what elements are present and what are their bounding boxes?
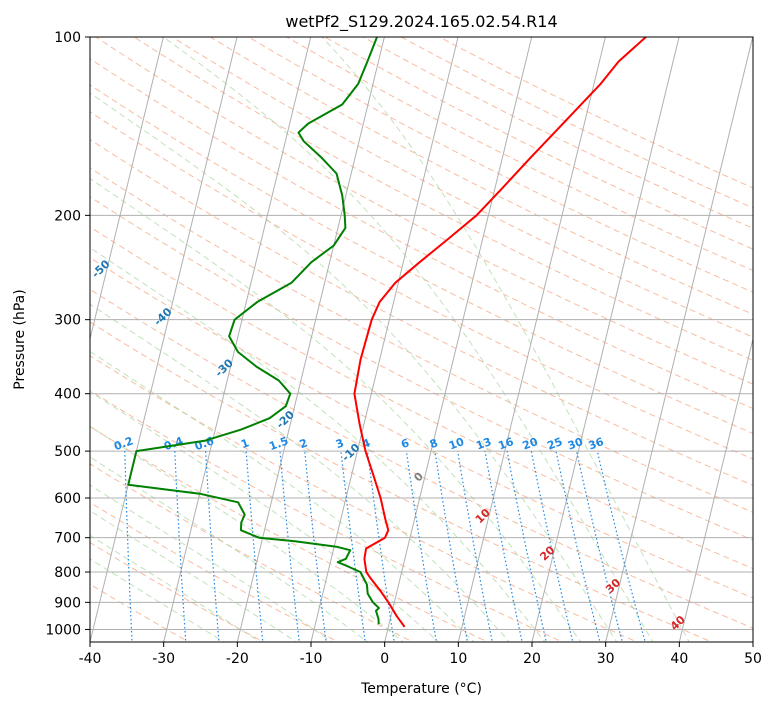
moist-adiabat-line [90, 558, 225, 642]
dry-adiabat-line [209, 37, 753, 315]
x-axis-label: Temperature (°C) [360, 681, 482, 697]
y-tick-label: 900 [54, 595, 81, 611]
dry-adiabat-line [90, 288, 753, 629]
isotherm-line [90, 37, 238, 642]
y-tick-label: 200 [54, 208, 81, 224]
dry-adiabat-line [90, 321, 714, 642]
isotherm-line [384, 37, 533, 642]
mixing-ratio-label: 8 [428, 436, 440, 451]
y-tick-label: 800 [54, 565, 81, 581]
mixing-ratio-line [506, 450, 547, 642]
x-tick-label: -30 [152, 651, 175, 667]
mixing-ratio-line [434, 451, 469, 642]
mixing-ratio-label: 1 [239, 436, 251, 451]
dry-adiabat-line [90, 226, 753, 570]
x-tick-label: 20 [523, 651, 541, 667]
y-axis-ticks: 100 200 300 400 500 600 700 800 900 1000 [45, 30, 90, 638]
mixing-ratio-line [575, 450, 624, 642]
mixing-ratio-label: 10 [447, 435, 466, 453]
mixing-ratio-label: 30 [566, 435, 585, 453]
moist-adiabat-line [90, 92, 618, 642]
dry-adiabat-line [95, 37, 753, 385]
moist-adiabat-line [90, 303, 510, 642]
mixing-ratio-label: 1.5 [267, 434, 290, 453]
mixing-ratio-line [484, 450, 523, 642]
isotherm-line [310, 37, 459, 642]
y-tick-label: 300 [54, 313, 81, 329]
moist-adiabat-line [90, 484, 333, 642]
mixing-ratio-label: 25 [545, 435, 564, 452]
mixing-ratio-label: 6 [399, 436, 411, 451]
y-tick-label: 1000 [45, 622, 81, 638]
x-tick-label: -20 [226, 651, 249, 667]
x-tick-label: -10 [300, 651, 323, 667]
mixing-ratio-label: 4 [361, 436, 373, 451]
moist-adiabat-line [90, 425, 404, 642]
x-tick-label: -40 [79, 651, 102, 667]
profile-series [127, 37, 647, 628]
x-tick-label: 40 [670, 651, 688, 667]
dry-adiabat-line [171, 37, 753, 338]
moist-adiabat-line [90, 456, 369, 642]
dry-adiabat-line [90, 167, 753, 513]
isotherm-line [457, 37, 606, 642]
mixing-ratio-line [530, 450, 574, 642]
mixing-ratio-label: 3 [334, 436, 346, 451]
plot-area: -100-90-80-70-60-50-40-30-20-10010203040… [90, 37, 753, 642]
isobar-gridlines [90, 37, 753, 630]
dewpoint-profile-line [127, 37, 380, 625]
plot-frame [89, 36, 754, 643]
moist-adiabat-line [321, 37, 690, 642]
isotherm-line [90, 37, 164, 342]
x-axis-ticks: -40 -30 -20 -10 0 10 20 30 40 50 [79, 642, 762, 667]
x-tick-label: 30 [597, 651, 615, 667]
dry-adiabat-line [90, 111, 753, 460]
isotherm-line [531, 37, 680, 642]
y-tick-label: 600 [54, 491, 81, 507]
moist-adiabat-line [90, 534, 262, 642]
dry-adiabat-line [90, 138, 753, 486]
isotherm-line [678, 336, 753, 642]
y-tick-label: 400 [54, 387, 81, 403]
dry-adiabat-line [90, 257, 753, 599]
y-tick-label: 500 [54, 444, 81, 460]
chart-title: wetPf2_S129.2024.165.02.54.R14 [285, 12, 557, 32]
mixing-ratio-label: 16 [496, 435, 515, 453]
mixing-ratio-line [555, 450, 601, 642]
isotherm-line [605, 37, 753, 642]
mixing-ratio-line [124, 451, 133, 642]
mixing-ratio-lines [124, 450, 646, 642]
mixing-ratio-line [596, 450, 646, 642]
isotherm-line [163, 37, 312, 642]
y-axis-label: Pressure (hPa) [12, 289, 28, 389]
moist-adiabat-line [90, 390, 440, 642]
mixing-ratio-label: 36 [587, 435, 606, 453]
mixing-ratio-label: 0.2 [112, 434, 135, 453]
x-tick-label: 10 [449, 651, 467, 667]
dry-adiabat-line [90, 196, 753, 541]
x-tick-label: 0 [380, 651, 389, 667]
x-tick-label: 50 [744, 651, 762, 667]
mixing-ratio-label: 0.4 [162, 434, 185, 453]
y-tick-label: 100 [54, 30, 81, 46]
mixing-ratio-label: 13 [474, 435, 493, 452]
mixing-ratio-label: 20 [521, 435, 540, 453]
y-tick-label: 700 [54, 531, 81, 547]
mixing-ratio-label: 2 [298, 436, 310, 451]
mixing-ratio-line [405, 451, 438, 642]
isotherm-gridlines [90, 37, 753, 642]
temperature-profile-line [353, 37, 647, 628]
mixing-ratio-line [457, 451, 493, 642]
